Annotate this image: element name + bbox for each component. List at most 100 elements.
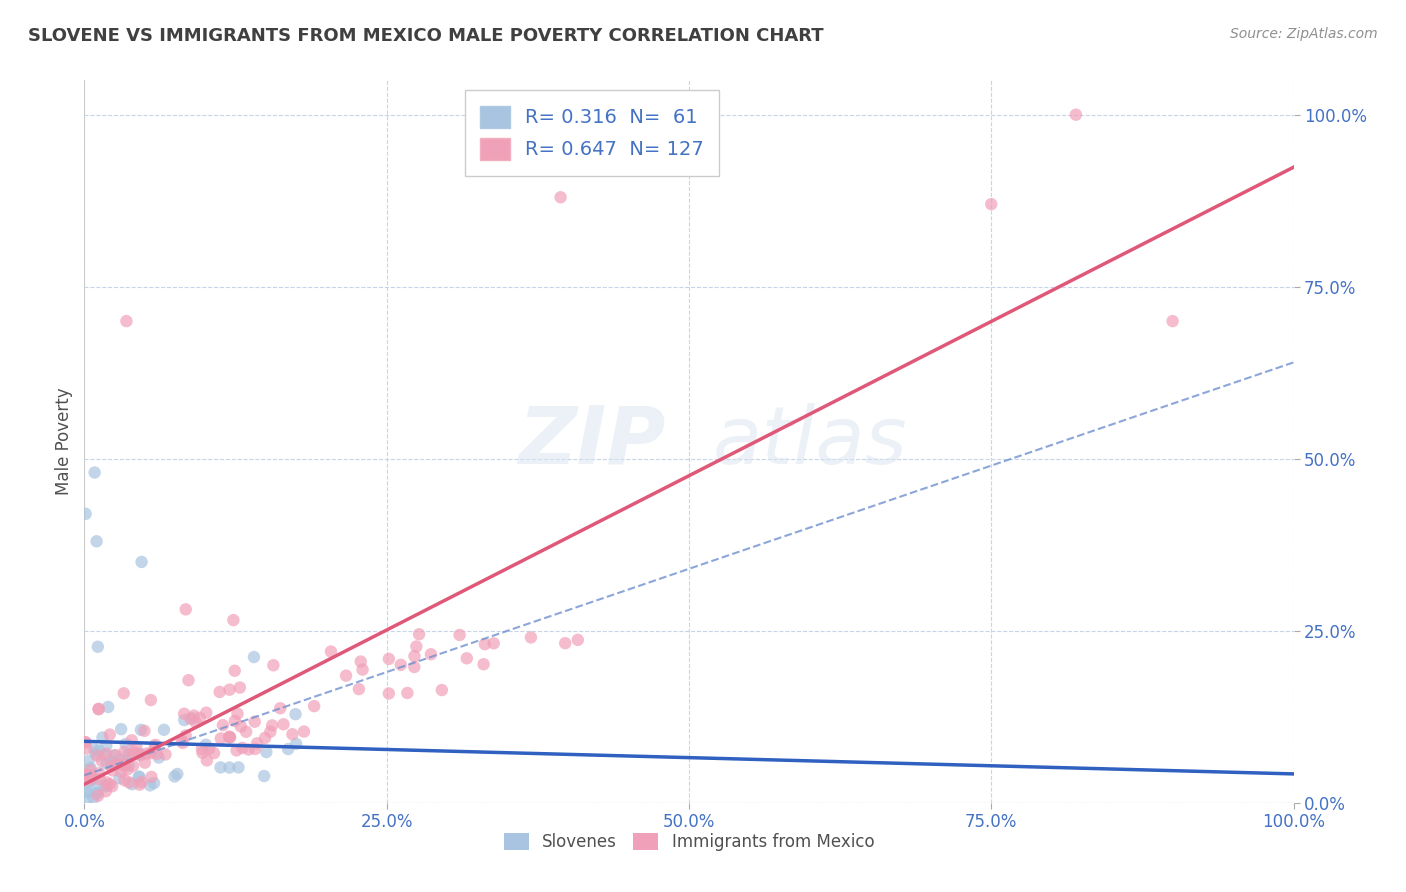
Point (114, 745, 136, 759)
Point (591, 108, 613, 122)
Point (79, 774, 101, 789)
Point (83, 742, 105, 756)
Point (103, 758, 125, 772)
Point (243, 714, 266, 729)
Point (75, 735, 97, 749)
Point (94, 784, 117, 798)
Point (96, 779, 118, 793)
Point (273, 717, 295, 731)
Point (86, 777, 108, 791)
Point (181, 711, 204, 725)
Legend: Slovenes, Immigrants from Mexico: Slovenes, Immigrants from Mexico (495, 825, 883, 860)
Point (84, 747, 107, 761)
Point (86, 786, 108, 800)
Point (224, 664, 246, 678)
Point (173, 713, 195, 727)
Point (174, 728, 197, 742)
Point (212, 718, 235, 732)
Point (121, 733, 143, 747)
Point (75, 507, 97, 521)
Text: atlas: atlas (713, 402, 907, 481)
Point (173, 706, 195, 721)
Point (89, 766, 111, 780)
Point (269, 701, 291, 715)
Point (262, 718, 284, 732)
Point (79, 764, 101, 778)
Point (76, 767, 98, 781)
Point (96, 775, 118, 789)
Point (208, 685, 231, 699)
Point (131, 775, 153, 789)
Point (101, 779, 124, 793)
Point (350, 655, 373, 669)
Point (90, 754, 112, 768)
Point (141, 770, 163, 784)
Point (77, 768, 100, 782)
Point (281, 727, 304, 741)
Point (146, 747, 169, 761)
Point (135, 747, 157, 761)
Point (404, 649, 426, 664)
Point (129, 748, 152, 763)
Point (219, 731, 242, 745)
Point (96, 739, 118, 753)
Point (87, 702, 110, 716)
Point (129, 723, 152, 737)
Point (117, 747, 139, 762)
Point (87, 743, 110, 757)
Y-axis label: Male Poverty: Male Poverty (55, 388, 73, 495)
Point (134, 756, 156, 770)
Point (980, 197, 1002, 211)
Point (246, 736, 269, 750)
Point (218, 730, 240, 744)
Point (76, 786, 98, 800)
Point (430, 683, 453, 698)
Point (128, 770, 150, 784)
Point (253, 769, 276, 783)
Point (128, 770, 150, 784)
Point (243, 742, 266, 756)
Point (194, 738, 217, 752)
Point (118, 748, 141, 763)
Point (112, 686, 135, 700)
Point (238, 742, 260, 756)
Point (319, 644, 342, 658)
Point (75, 735, 97, 749)
Text: SLOVENE VS IMMIGRANTS FROM MEXICO MALE POVERTY CORRELATION CHART: SLOVENE VS IMMIGRANTS FROM MEXICO MALE P… (28, 27, 824, 45)
Point (118, 775, 141, 789)
Point (243, 650, 266, 665)
Point (110, 722, 132, 736)
Point (96, 756, 118, 771)
Point (124, 745, 146, 759)
Point (389, 657, 412, 672)
Point (80, 769, 103, 783)
Point (292, 724, 315, 739)
Point (117, 762, 139, 776)
Point (82, 772, 104, 786)
Point (86, 534, 108, 549)
Point (148, 750, 170, 764)
Point (118, 758, 141, 772)
Point (259, 724, 281, 739)
Point (131, 555, 153, 569)
Point (86, 786, 108, 800)
Point (378, 686, 401, 700)
Point (110, 764, 132, 779)
Point (111, 757, 134, 772)
Point (218, 760, 240, 774)
Point (222, 613, 245, 627)
Point (107, 753, 129, 767)
Point (228, 760, 250, 774)
Point (218, 682, 240, 697)
Point (87, 702, 110, 716)
Point (108, 771, 131, 785)
Point (101, 764, 124, 778)
Point (89, 772, 111, 787)
Point (209, 731, 232, 746)
Point (174, 602, 197, 616)
Point (166, 767, 188, 781)
Point (112, 758, 135, 772)
Point (191, 742, 214, 756)
Point (97, 700, 120, 714)
Text: ZIP: ZIP (519, 402, 666, 481)
